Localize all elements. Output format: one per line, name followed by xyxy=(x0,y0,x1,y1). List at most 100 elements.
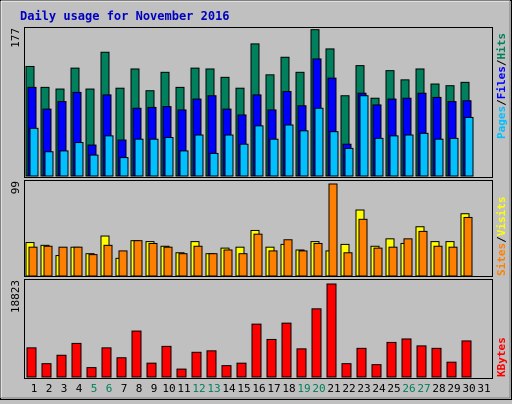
kbytes-bar xyxy=(386,341,397,378)
x-tick-label-day: 27 xyxy=(417,382,430,395)
sites-bar xyxy=(313,242,323,277)
kbytes-bar xyxy=(311,308,322,378)
x-tick-label-day: 29 xyxy=(447,382,460,395)
sites-bar xyxy=(253,233,263,277)
sites-bar xyxy=(283,239,293,277)
kbytes-bar xyxy=(431,347,442,378)
chart-marks xyxy=(25,29,474,378)
x-tick-label-day: 15 xyxy=(237,382,250,395)
pages-bar xyxy=(89,154,99,177)
kbytes-bar xyxy=(221,365,232,378)
kbytes-bar xyxy=(101,347,112,378)
y-max-label-kbytes: 18823 xyxy=(9,280,22,313)
pages-bar xyxy=(284,124,294,177)
kbytes-bar xyxy=(86,367,97,378)
x-tick-label-day: 11 xyxy=(177,382,190,395)
sites-bar xyxy=(43,245,53,277)
sites-bar xyxy=(403,238,413,277)
legend-hits: Hits xyxy=(495,33,508,60)
pages-bar xyxy=(74,142,84,177)
x-tick-label-day: 21 xyxy=(327,382,340,395)
pages-bar xyxy=(149,138,159,177)
sites-bar xyxy=(343,252,353,277)
kbytes-bar xyxy=(236,362,247,378)
sites-bar xyxy=(163,246,173,277)
legend-hits-panel: Pages/Files/Hits xyxy=(495,33,508,139)
kbytes-bar xyxy=(326,283,337,378)
x-tick-label-day: 10 xyxy=(162,382,175,395)
legend-pages: Pages xyxy=(495,106,508,139)
legend-separator: / xyxy=(495,236,508,243)
x-tick-label-day: 16 xyxy=(252,382,265,395)
x-tick-label-day: 13 xyxy=(207,382,220,395)
pages-bar xyxy=(104,135,114,177)
x-tick-label-day: 7 xyxy=(121,382,128,395)
legend-kbytes: KBytes xyxy=(495,337,508,377)
kbytes-bar xyxy=(281,322,292,378)
sites-bar xyxy=(88,254,98,277)
pages-bar xyxy=(329,131,339,177)
kbytes-bar xyxy=(296,348,307,378)
x-tick-label-day: 28 xyxy=(432,382,445,395)
kbytes-bar xyxy=(356,347,367,378)
sites-bar xyxy=(58,246,68,277)
x-tick-label-day: 5 xyxy=(91,382,98,395)
x-tick-label-day: 1 xyxy=(31,382,38,395)
legend-visits-panel: Sites/Visits xyxy=(495,197,508,277)
sites-bar xyxy=(148,242,158,277)
x-tick-label-day: 3 xyxy=(61,382,68,395)
x-tick-label-day: 24 xyxy=(372,382,386,395)
pages-bar xyxy=(254,125,264,177)
kbytes-bar xyxy=(116,357,127,378)
x-axis-day-labels: 1 2 3 4 5 6 7 8 9 10 11 12 13 14 15 16 17 18 19 20 21 22 23 24 2… xyxy=(31,382,491,395)
sites-bar xyxy=(448,246,458,277)
legend-separator: / xyxy=(495,59,508,66)
pages-bar xyxy=(464,116,474,177)
y-max-label-hits: 177 xyxy=(9,28,22,48)
pages-bar xyxy=(314,107,324,177)
x-tick-label-day: 18 xyxy=(282,382,295,395)
kbytes-bar xyxy=(71,342,82,378)
sites-bar xyxy=(418,230,428,277)
sites-bar xyxy=(73,246,83,277)
sites-bar xyxy=(28,246,38,277)
chart-title: Daily usage for November 2016 xyxy=(20,9,230,23)
pages-bar xyxy=(359,95,369,177)
pages-bar xyxy=(269,138,279,177)
pages-bar xyxy=(299,130,309,177)
kbytes-bar xyxy=(176,368,187,378)
legend-separator: / xyxy=(495,99,508,106)
x-tick-label-day: 17 xyxy=(267,382,280,395)
sites-bar xyxy=(103,244,113,277)
sites-bar xyxy=(388,246,398,277)
kbytes-bar xyxy=(266,338,277,378)
pages-bar xyxy=(239,143,249,177)
pages-bar xyxy=(179,150,189,177)
sites-bar xyxy=(463,216,473,277)
sites-bar xyxy=(178,253,188,277)
pages-bar xyxy=(209,152,219,177)
kbytes-bar xyxy=(341,363,352,378)
pages-bar xyxy=(134,138,144,177)
pages-bar xyxy=(44,151,54,177)
sites-bar xyxy=(223,249,233,277)
kbytes-bar xyxy=(446,361,457,378)
x-tick-label-day: 12 xyxy=(192,382,205,395)
kbytes-bar xyxy=(371,364,382,378)
sites-bar xyxy=(238,253,248,277)
x-tick-label-day: 4 xyxy=(76,382,83,395)
x-tick-label-day: 25 xyxy=(387,382,400,395)
sites-bar xyxy=(118,250,128,277)
pages-bar xyxy=(344,147,354,177)
sites-bar xyxy=(433,245,443,277)
pages-bar xyxy=(449,137,459,177)
pages-bar xyxy=(164,137,174,177)
pages-bar xyxy=(404,134,414,177)
x-tick-label-day: 22 xyxy=(342,382,355,395)
kbytes-bar xyxy=(206,350,217,378)
x-tick-label-day: 8 xyxy=(136,382,143,395)
kbytes-bar xyxy=(461,340,472,378)
kbytes-bar xyxy=(161,345,172,378)
